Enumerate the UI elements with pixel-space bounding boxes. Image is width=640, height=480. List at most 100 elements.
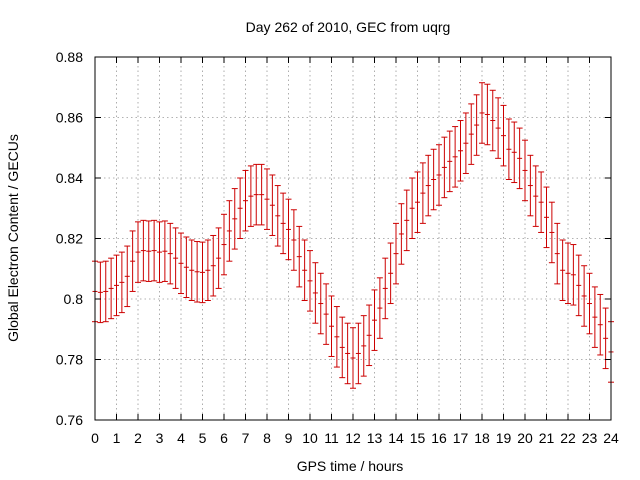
x-tick-label: 22 xyxy=(560,430,576,446)
error-bar xyxy=(376,277,383,339)
error-bar xyxy=(172,227,179,289)
error-bar xyxy=(312,262,319,324)
x-tick-label: 13 xyxy=(367,430,383,446)
error-bar xyxy=(403,189,410,252)
error-bar xyxy=(575,254,582,317)
error-bar xyxy=(452,126,459,188)
error-bar xyxy=(565,242,571,305)
error-bar xyxy=(591,286,598,348)
x-axis-label: GPS time / hours xyxy=(297,458,404,474)
error-bar xyxy=(323,283,330,345)
x-tick-label: 14 xyxy=(388,430,404,446)
error-bar xyxy=(581,265,588,327)
error-bar xyxy=(366,304,373,367)
error-bar xyxy=(183,236,190,298)
x-tick-label: 9 xyxy=(285,430,293,446)
error-bar xyxy=(307,250,313,312)
x-tick-label: 15 xyxy=(410,430,426,446)
error-bar xyxy=(548,201,555,264)
error-bar xyxy=(118,251,125,314)
error-bars xyxy=(92,82,614,389)
error-bar xyxy=(436,144,442,206)
error-bar xyxy=(194,241,201,303)
error-bar xyxy=(360,315,367,377)
y-axis-label: Global Electron Content / GECUs xyxy=(5,134,21,342)
error-bar xyxy=(264,168,270,230)
x-tick-label: 10 xyxy=(302,430,318,446)
error-bar xyxy=(102,260,109,323)
x-tick-label: 1 xyxy=(113,430,121,446)
error-bar xyxy=(505,118,512,181)
error-bar xyxy=(586,272,593,335)
error-bar xyxy=(161,220,168,282)
error-bar xyxy=(296,225,303,288)
error-bar xyxy=(140,219,147,282)
error-bar xyxy=(274,185,281,247)
error-bar xyxy=(387,242,394,305)
x-tick-label: 17 xyxy=(453,430,469,446)
error-bar xyxy=(156,221,163,283)
error-bar xyxy=(108,257,115,320)
error-bar xyxy=(516,127,523,190)
error-bar xyxy=(188,239,195,302)
error-bar xyxy=(398,203,405,265)
error-bar xyxy=(484,83,491,146)
error-bar xyxy=(393,222,399,285)
error-bar xyxy=(339,316,346,379)
tick-marks xyxy=(94,56,612,421)
error-bar xyxy=(290,209,297,271)
y-tick-label: 0.82 xyxy=(56,231,83,247)
x-tick-label: 7 xyxy=(242,430,250,446)
x-tick-label: 0 xyxy=(91,430,99,446)
error-bar xyxy=(462,112,469,174)
y-tick-label: 0.78 xyxy=(56,352,83,368)
error-bar xyxy=(145,220,152,282)
error-bar xyxy=(441,136,448,199)
error-bar xyxy=(597,293,604,356)
error-bar xyxy=(500,104,507,167)
y-tick-label: 0.88 xyxy=(56,49,83,65)
error-bar xyxy=(419,162,426,224)
error-bar xyxy=(301,239,308,302)
error-bar xyxy=(382,257,389,320)
x-tick-label: 6 xyxy=(220,430,228,446)
error-bar xyxy=(226,200,233,262)
error-bar xyxy=(532,165,539,227)
error-bar xyxy=(371,289,378,351)
error-bar xyxy=(204,239,211,302)
error-bar xyxy=(317,272,324,335)
error-bar xyxy=(258,163,265,226)
y-tick-label: 0.8 xyxy=(64,291,84,307)
error-bar xyxy=(242,169,249,232)
error-bar xyxy=(253,163,260,226)
x-tick-label: 21 xyxy=(539,430,555,446)
x-tick-label: 12 xyxy=(345,430,361,446)
x-tick-labels: 0 1 2 3 4 5 6 7 8 9 10 11 12 13 14 15 16 17 18 19 20 21 22 23 24 xyxy=(91,430,619,446)
x-tick-label: 5 xyxy=(199,430,207,446)
x-tick-label: 18 xyxy=(474,430,490,446)
error-bar xyxy=(446,130,453,193)
error-bar xyxy=(489,89,496,152)
error-bar xyxy=(468,103,475,165)
error-bar xyxy=(602,307,609,370)
error-bar xyxy=(113,254,120,317)
error-bar xyxy=(527,154,534,217)
error-bar xyxy=(221,213,227,276)
error-bar xyxy=(554,222,561,285)
x-tick-label: 19 xyxy=(496,430,512,446)
error-bar xyxy=(124,245,131,308)
error-bar xyxy=(231,188,238,250)
error-bar xyxy=(199,241,206,304)
error-bar xyxy=(97,261,104,324)
x-tick-label: 23 xyxy=(582,430,598,446)
y-tick-labels: 0.76 0.78 0.8 0.82 0.84 0.86 0.88 xyxy=(56,49,83,428)
error-bar xyxy=(538,171,545,233)
error-bar xyxy=(350,327,356,389)
error-bar xyxy=(543,186,550,249)
error-bar xyxy=(522,139,528,202)
error-bar xyxy=(285,198,292,261)
error-bar xyxy=(135,221,141,283)
error-bar xyxy=(344,322,351,385)
x-tick-label: 4 xyxy=(177,430,185,446)
